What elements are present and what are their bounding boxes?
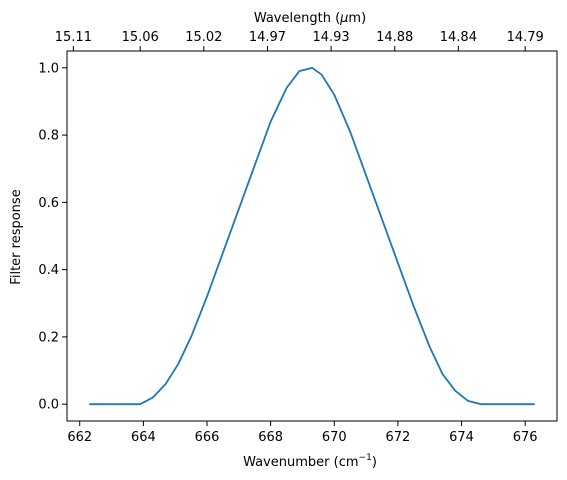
x-axis-label: Wavenumber (cm−1) [243,453,377,470]
y-tick-label: 1.0 [38,61,59,76]
x-tick-label: 662 [67,430,92,445]
series-line [89,66,535,406]
top-axis-label: Wavelength (μm) [254,11,366,26]
top-tick-label: 14.84 [440,30,477,45]
y-tick-label: 0.6 [38,196,59,211]
y-tick-label: 0.0 [38,398,59,413]
top-tick-label: 14.88 [376,30,413,45]
y-ticks: 0.0 0.2 0.4 0.6 0.8 1.0 [38,61,67,413]
top-tick-label: 14.97 [249,30,286,45]
top-tick-label: 15.02 [185,30,222,45]
x-tick-label: 668 [258,430,283,445]
top-tick-label: 14.79 [507,30,544,45]
top-tick-label: 15.11 [55,30,92,45]
y-tick-label: 0.8 [38,129,59,144]
top-tick-label: 15.06 [122,30,159,45]
x-axis-label-superscript: −1 [359,453,372,463]
x-tick-label: 674 [449,430,474,445]
bottom-x-ticks: 662 664 666 668 670 672 674 676 [67,421,538,445]
x-tick-label: 664 [131,430,156,445]
top-x-ticks: 15.11 15.06 15.02 14.97 14.93 14.88 14.84 14.79 [55,30,544,51]
x-tick-label: 666 [195,430,220,445]
x-tick-label: 676 [513,430,538,445]
y-tick-label: 0.4 [38,263,59,278]
y-axis-label: Filter response [9,189,24,284]
plot-frame [66,50,558,422]
y-tick-label: 0.2 [38,330,59,345]
top-tick-label: 14.93 [312,30,349,45]
x-tick-label: 672 [385,430,410,445]
x-tick-label: 670 [322,430,347,445]
